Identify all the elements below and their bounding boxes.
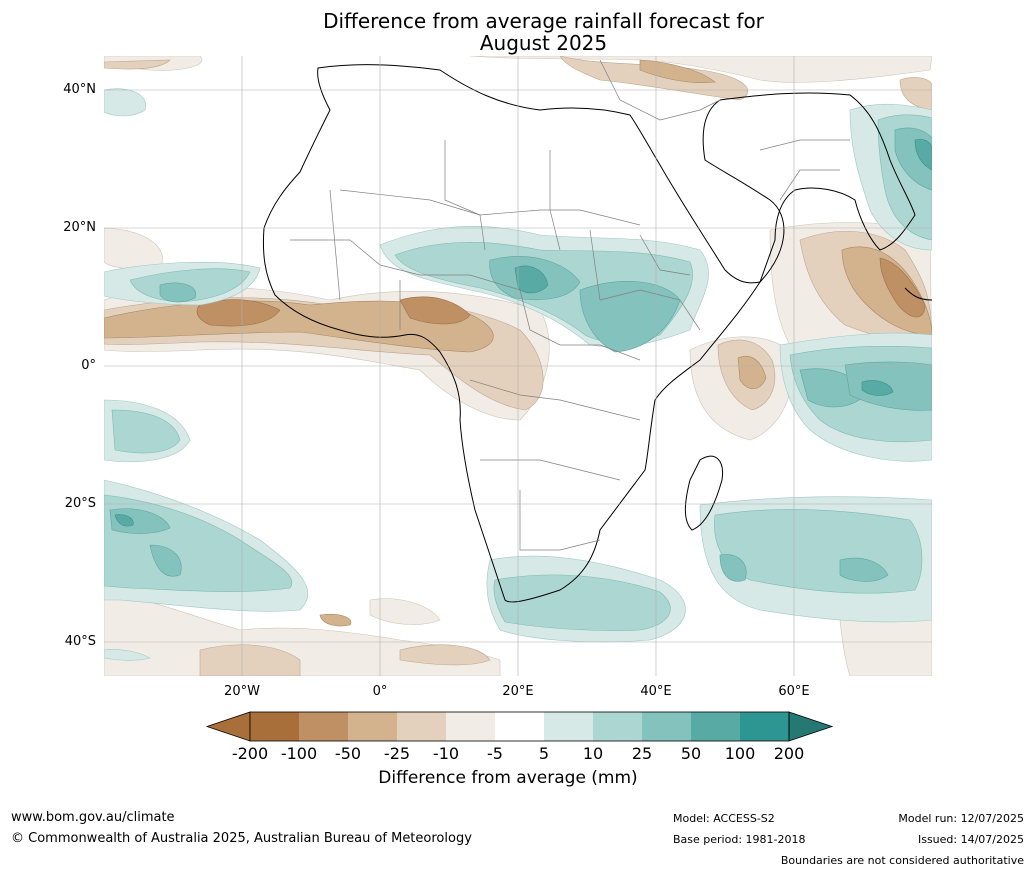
colorbar-extend-low — [205, 711, 251, 742]
lon-label-60e: 60°E — [778, 684, 810, 699]
colorbar-tick-label: 200 — [773, 744, 805, 763]
lon-label-20e: 20°E — [502, 684, 534, 699]
colorbar — [205, 711, 834, 742]
coastlines — [262, 64, 932, 603]
colorbar-tick-label: 50 — [680, 744, 702, 763]
lat-label-0: 0° — [81, 358, 96, 373]
colorbar-tick-label: 100 — [724, 744, 756, 763]
model-name: Model: ACCESS-S2 — [673, 812, 775, 825]
colorbar-outline — [249, 711, 790, 742]
colorbar-title: Difference from average (mm) — [378, 768, 638, 788]
colorbar-segment — [446, 712, 495, 741]
lon-label-40e: 40°E — [640, 684, 672, 699]
lon-label-0: 0° — [372, 684, 388, 699]
lat-label-20n: 20°N — [63, 220, 96, 235]
colorbar-tick-label: 5 — [538, 744, 550, 763]
colorbar-extend-high — [788, 711, 834, 742]
website-link[interactable]: www.bom.gov.au/climate — [11, 810, 175, 825]
colorbar-tick-label: -200 — [231, 744, 269, 763]
title-line-2: August 2025 — [479, 31, 608, 55]
copyright: © Commonwealth of Australia 2025, Austra… — [11, 831, 472, 846]
issued-date: Issued: 14/07/2025 — [917, 833, 1024, 846]
base-period: Base period: 1981-2018 — [673, 833, 806, 846]
map-panel — [104, 56, 932, 676]
colorbar-segment — [348, 712, 397, 741]
lat-label-40s: 40°S — [64, 634, 96, 649]
lat-label-20s: 20°S — [64, 496, 96, 511]
model-run: Model run: 12/07/2025 — [898, 812, 1024, 825]
wet-anomaly-severe — [114, 139, 932, 527]
colorbar-tick-label: -10 — [432, 744, 460, 763]
country-borders — [290, 59, 850, 551]
colorbar-segment — [495, 712, 544, 741]
dry-anomaly-severe — [196, 257, 926, 327]
colorbar-tick-label: -25 — [383, 744, 411, 763]
colorbar-segment — [250, 712, 299, 741]
colorbar-segment — [593, 712, 642, 741]
colorbar-segment — [642, 712, 691, 741]
graticule — [104, 56, 932, 676]
colorbar-tick-label: 10 — [582, 744, 604, 763]
lat-label-40n: 40°N — [63, 82, 96, 97]
disclaimer: Boundaries are not considered authoritat… — [780, 854, 1024, 867]
lon-label-20w: 20°W — [224, 684, 260, 699]
colorbar-segment — [544, 712, 593, 741]
colorbar-tick-label: -50 — [334, 744, 362, 763]
title-line-1: Difference from average rainfall forecas… — [323, 9, 764, 33]
colorbar-segment — [740, 712, 789, 741]
colorbar-tick-label: 25 — [631, 744, 653, 763]
colorbar-segment — [691, 712, 740, 741]
colorbar-segment — [299, 712, 348, 741]
colorbar-tick-label: -100 — [280, 744, 318, 763]
colorbar-segment — [397, 712, 446, 741]
map-title: Difference from average rainfall forecas… — [0, 10, 1035, 54]
colorbar-tick-label: -5 — [487, 744, 503, 763]
